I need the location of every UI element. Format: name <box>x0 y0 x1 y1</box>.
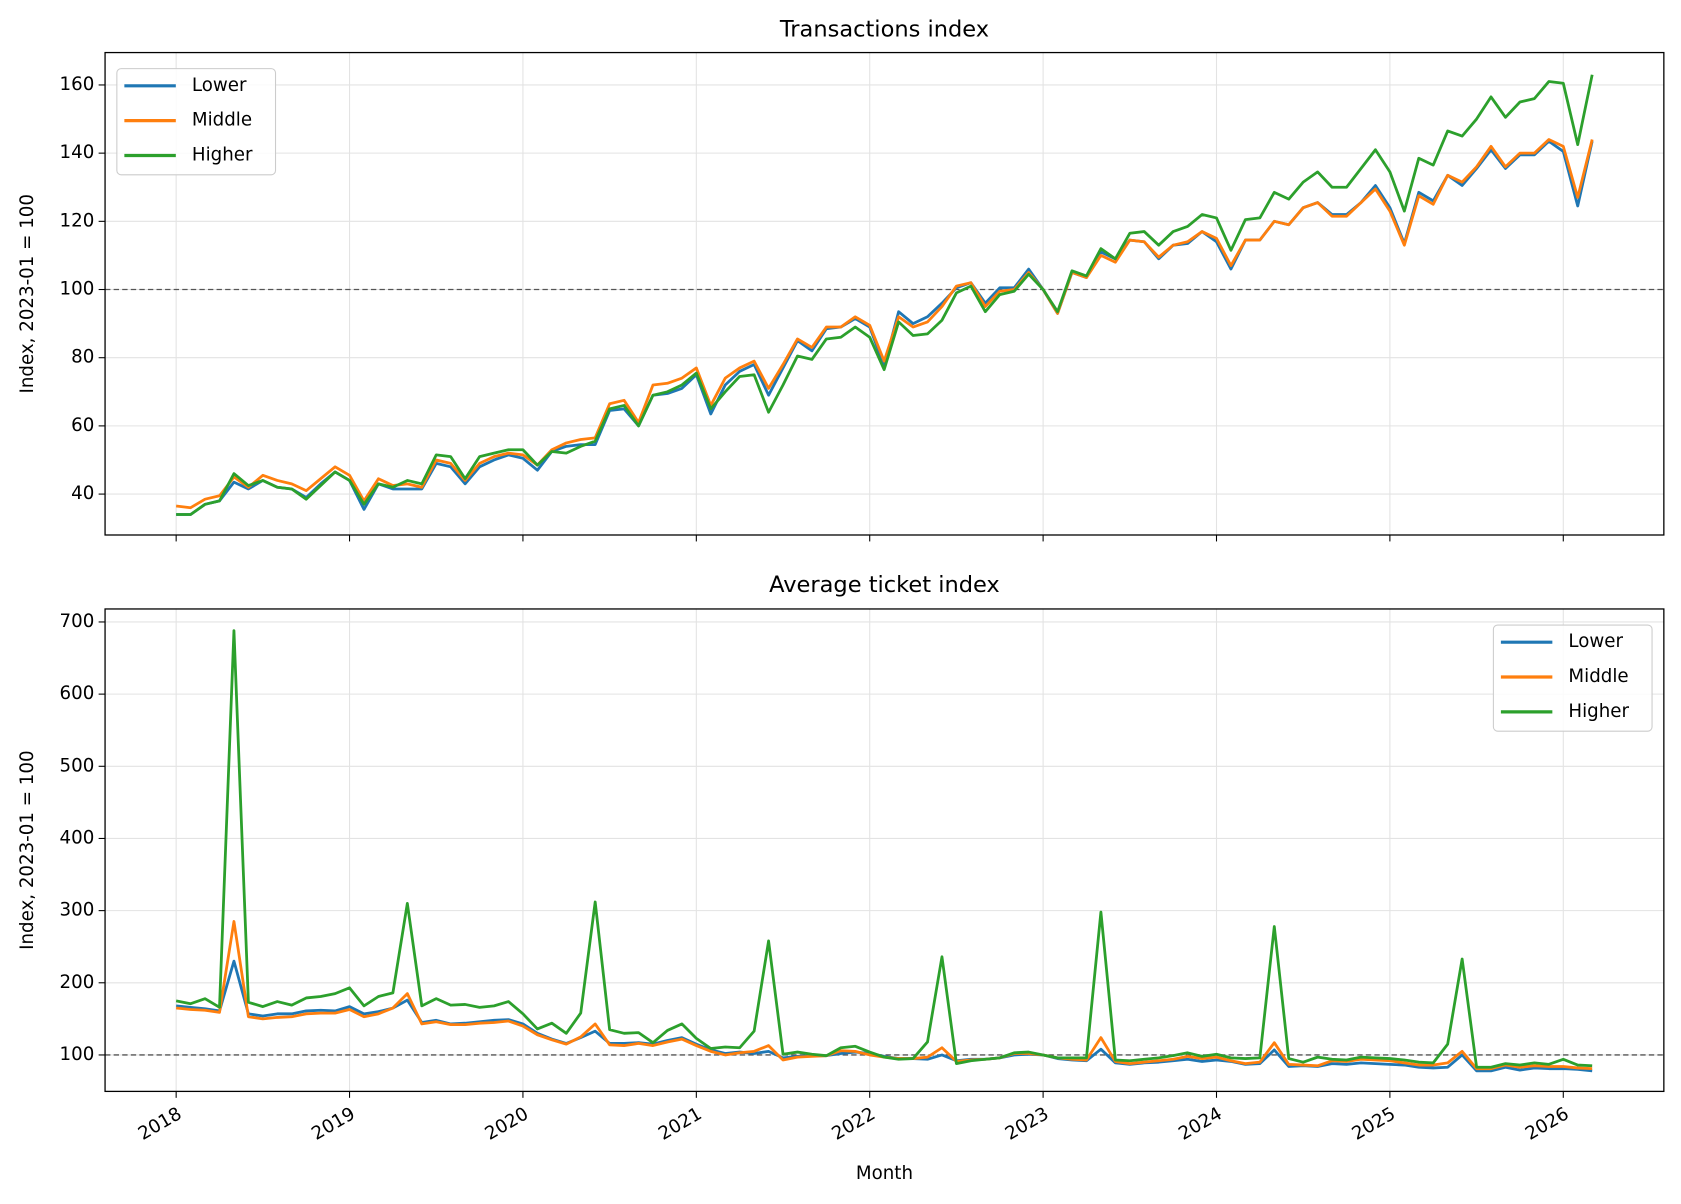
x-tick-label: 2023 <box>1002 1103 1053 1144</box>
legend-label: Higher <box>1568 701 1629 722</box>
series-line <box>175 629 1593 1069</box>
y-tick-label: 200 <box>60 972 95 993</box>
y-tick-label: 60 <box>71 415 94 436</box>
series-line <box>176 74 1594 516</box>
y-tick-label: 700 <box>60 611 95 632</box>
y-tick-label: 300 <box>60 900 95 921</box>
legend-box <box>116 68 277 176</box>
y-tick-label: 400 <box>60 827 95 848</box>
x-tick-label: 2022 <box>828 1103 879 1144</box>
legend-label: Lower <box>192 75 247 96</box>
x-axis-label: Month <box>856 1163 913 1184</box>
y-tick-label: 140 <box>60 142 95 163</box>
plot-frame <box>104 51 1665 536</box>
legend-label: Middle <box>1568 666 1628 687</box>
chart-title: Average ticket index <box>769 572 1000 598</box>
y-tick-label: 100 <box>60 279 95 300</box>
y-axis-label: Index, 2023-01 = 100 <box>17 750 38 949</box>
legend-label: Lower <box>1568 631 1623 652</box>
series-line <box>175 138 1594 510</box>
chart-title: Transactions index <box>779 17 989 43</box>
y-tick-label: 120 <box>60 210 95 231</box>
y-tick-label: 160 <box>60 74 95 95</box>
legend-label: Middle <box>192 110 252 131</box>
x-tick-label: 2018 <box>135 1103 186 1144</box>
x-tick-label: 2019 <box>308 1103 359 1144</box>
y-axis-label: Index, 2023-01 = 100 <box>17 194 38 393</box>
y-tick-label: 100 <box>60 1044 95 1065</box>
x-tick-label: 2020 <box>482 1103 533 1144</box>
x-tick-label: 2024 <box>1175 1103 1226 1144</box>
y-tick-label: 80 <box>71 347 94 368</box>
y-tick-label: 500 <box>60 755 95 776</box>
legend-label: Higher <box>192 144 253 165</box>
x-tick-label: 2026 <box>1522 1103 1573 1144</box>
legend-box <box>1492 624 1653 732</box>
y-tick-label: 600 <box>60 683 95 704</box>
y-tick-label: 40 <box>71 483 94 504</box>
plot-frame <box>104 608 1665 1093</box>
x-tick-label: 2021 <box>655 1103 706 1144</box>
x-tick-label: 2025 <box>1349 1103 1400 1144</box>
